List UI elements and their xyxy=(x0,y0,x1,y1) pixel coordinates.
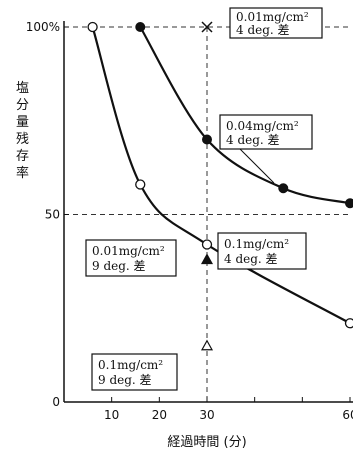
annotation-0-line2: 4 deg. 差 xyxy=(236,23,290,37)
series-1-point-0 xyxy=(87,21,98,33)
x-tick-label-3: 60 xyxy=(342,408,353,422)
annotation-3: 0.01mg/cm² 9 deg. 差 xyxy=(85,239,177,277)
y-tick-label-0: 0 xyxy=(52,395,60,409)
annotation-1-line1: 0.04mg/cm² xyxy=(226,119,299,133)
y-tick-label-2: 100% xyxy=(26,20,60,34)
annotation-1: 0.04mg/cm² 4 deg. 差 xyxy=(219,114,313,150)
x-tick-label-1: 20 xyxy=(152,408,167,422)
series-2-point-0 xyxy=(201,21,213,33)
series-3-point-0 xyxy=(200,253,214,265)
annotation-4-line2: 9 deg. 差 xyxy=(98,373,152,387)
series-0-curve xyxy=(139,26,351,205)
series-1-point-2 xyxy=(201,239,213,250)
annotation-4-line1: 0.1mg/cm² xyxy=(98,358,163,372)
x-tick-label-0: 10 xyxy=(104,408,119,422)
y-axis-title: 塩分量残存率 xyxy=(16,81,29,181)
series-0-point-3 xyxy=(345,198,353,209)
annotation-2-line2: 4 deg. 差 xyxy=(224,252,278,266)
annotation-4: 0.1mg/cm² 9 deg. 差 xyxy=(91,353,178,391)
y-tick-label-1: 50 xyxy=(45,208,60,222)
series-1-curve xyxy=(91,26,351,325)
annotation-1-line2: 4 deg. 差 xyxy=(226,133,280,147)
x-axis-title: 経過時間 (分) xyxy=(167,435,246,450)
series-1-point-3 xyxy=(344,318,353,329)
series-1-point-1 xyxy=(135,179,146,190)
annotation-2-pointer xyxy=(249,268,263,277)
annotation-0-line1: 0.01mg/cm² xyxy=(236,10,309,24)
x-tick-label-2: 30 xyxy=(199,408,214,422)
annotation-3-line2: 9 deg. 差 xyxy=(92,259,146,273)
series-0-point-2 xyxy=(278,183,289,194)
annotation-2: 0.1mg/cm² 4 deg. 差 xyxy=(217,232,307,270)
series-0-point-0 xyxy=(135,22,146,32)
series-0-point-1 xyxy=(202,134,212,145)
annotation-0: 0.01mg/cm² 4 deg. 差 xyxy=(229,7,323,39)
annotation-3-line1: 0.01mg/cm² xyxy=(92,244,165,258)
annotation-1-pointer xyxy=(239,148,275,184)
annotation-2-line1: 0.1mg/cm² xyxy=(224,237,289,251)
series-4-point-0 xyxy=(200,339,214,351)
